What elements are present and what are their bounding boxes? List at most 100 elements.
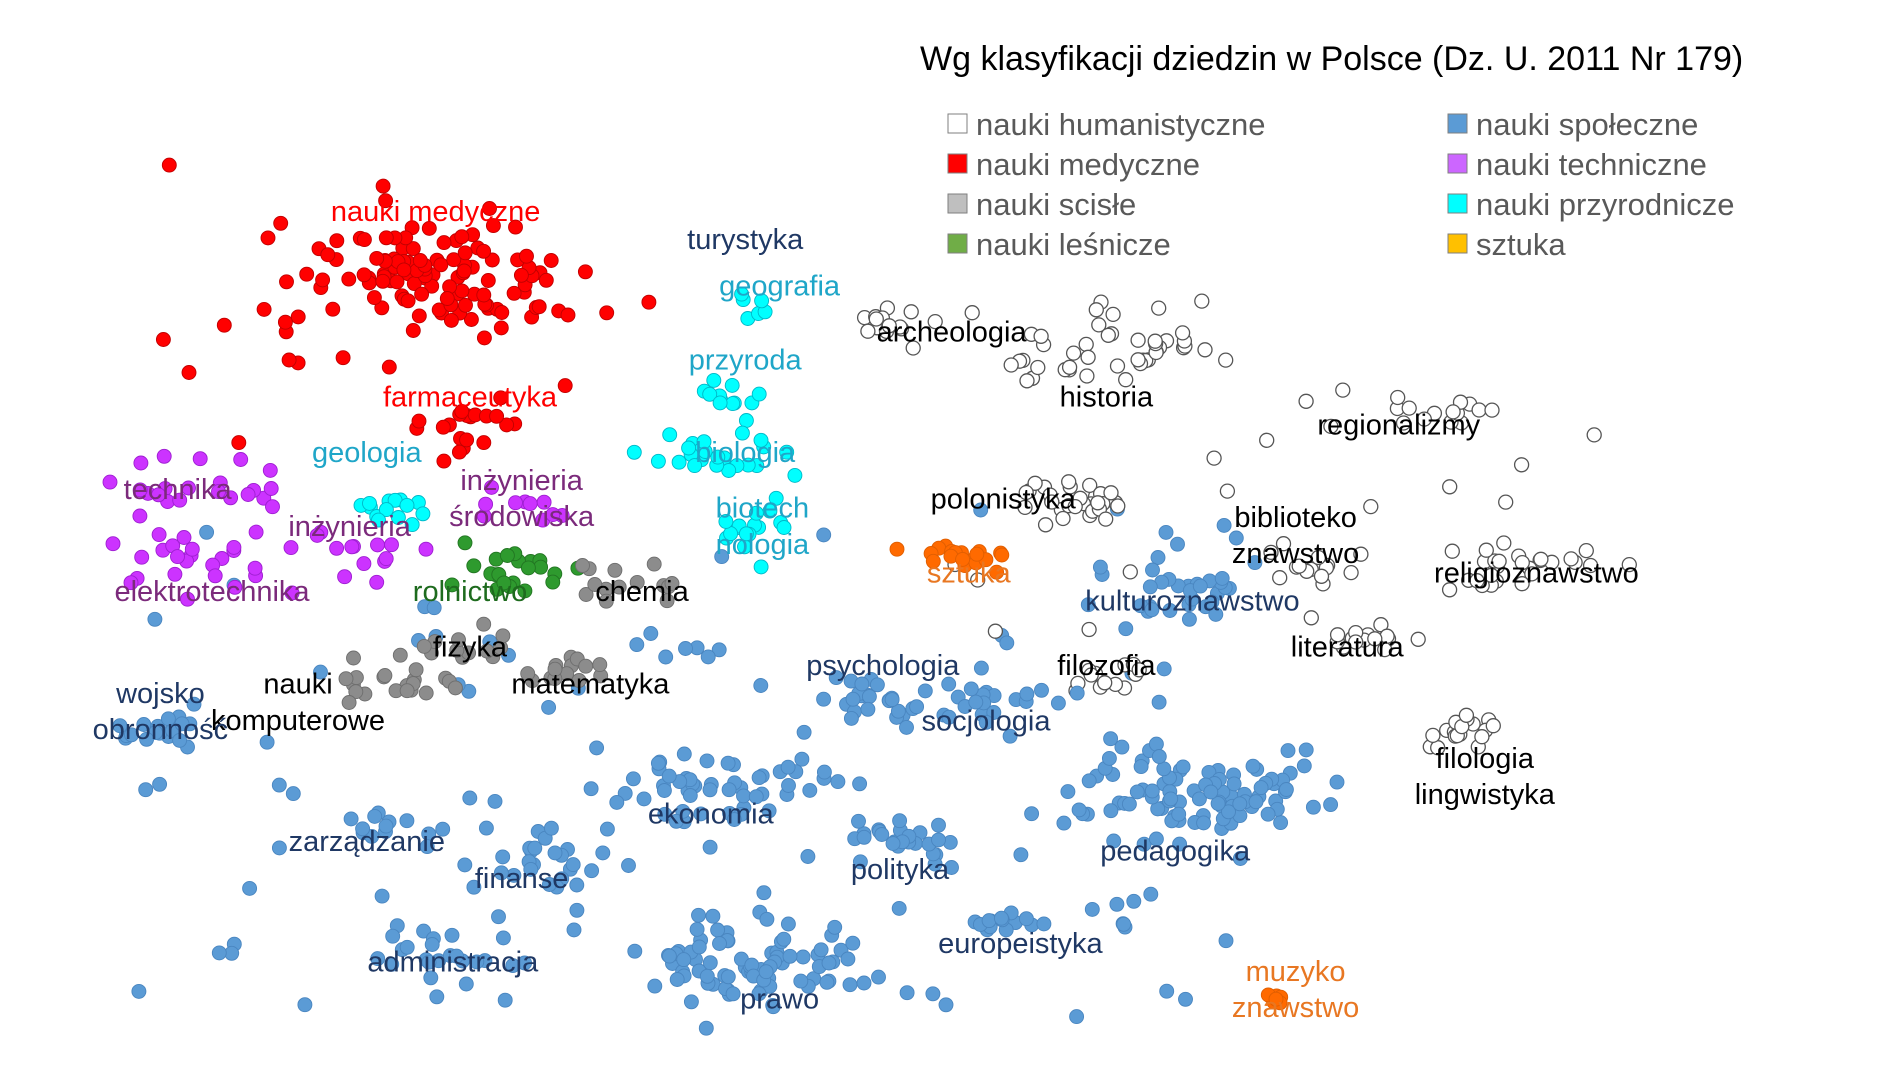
cluster-point-31-22: [800, 849, 816, 864]
cluster-point-20-5: [1082, 477, 1098, 494]
cluster-point-8-5: [629, 574, 645, 590]
cluster-point-34-62: [821, 955, 837, 971]
cluster-point-35-7: [399, 813, 415, 829]
cluster-label-line: turystyka: [687, 224, 804, 256]
scatter-point-spo-0-49: [925, 986, 941, 1002]
cluster-point-1-12: [451, 444, 467, 460]
cluster-point-3-18: [184, 541, 200, 557]
cluster-point-11-17: [341, 695, 357, 710]
cluster-point-7-21: [496, 575, 512, 591]
cluster-point-23-20: [1514, 576, 1530, 592]
cluster-point-0-95: [277, 314, 293, 330]
cluster-point-30-74: [1101, 750, 1117, 766]
cluster-label-line: polityka: [851, 854, 950, 886]
cluster-point-29-9: [986, 705, 1002, 720]
cluster-label-9: fizyka: [433, 632, 508, 664]
cluster-point-0-40: [273, 215, 289, 231]
cluster-label-28: psychologia: [806, 650, 960, 682]
cluster-point-19-27: [1019, 373, 1035, 389]
cluster-point-4-6: [329, 540, 345, 556]
cluster-point-34-60: [765, 999, 781, 1015]
legend-swatch: [1447, 193, 1468, 214]
cluster-point-0-108: [414, 286, 430, 302]
cluster-label-30: pedagogika: [1100, 835, 1251, 867]
scatter-point-spo-0-29: [313, 664, 328, 680]
cluster-point-0-46: [325, 301, 341, 317]
cluster-label-22: biblioteko znawstwo: [1232, 502, 1359, 570]
cluster-point-11-21: [346, 650, 361, 666]
cluster-point-2-21: [172, 492, 188, 508]
cluster-point-16-10: [748, 505, 764, 521]
cluster-point-34-49: [840, 951, 856, 967]
scatter-point-spo-0-102: [1151, 694, 1167, 710]
cluster-point-13-5: [754, 293, 770, 309]
cluster-point-9-10: [495, 628, 511, 644]
cluster-point-21-12: [1445, 404, 1461, 420]
scatter-point-spo-0-34: [285, 786, 301, 802]
scatter-point-spo-0-43: [891, 900, 907, 916]
cluster-point-11-19: [399, 683, 415, 699]
scatter-point-spo-0-64: [297, 997, 313, 1013]
cluster-label-34: prawo: [740, 984, 819, 1016]
scatter-point-med-1-0: [161, 157, 177, 173]
cluster-point-34-65: [712, 936, 727, 951]
scatter-point-spo-0-14: [691, 907, 706, 923]
cluster-point-20-14: [1110, 498, 1126, 514]
cluster-point-4-5: [283, 540, 299, 556]
cluster-point-35-8: [355, 821, 371, 837]
cluster-point-36-23: [541, 877, 557, 892]
cluster-point-28-21: [845, 691, 861, 707]
cluster-label-line: biblioteko: [1234, 502, 1357, 534]
scatter-point-spo-0-61: [152, 776, 168, 792]
cluster-point-36-8: [621, 858, 636, 873]
cluster-point-34-61: [776, 931, 792, 947]
scatter-point-spo-0-5: [491, 909, 506, 925]
cluster-point-2-0: [133, 455, 149, 471]
cluster-label-20: polonistyka: [931, 483, 1077, 515]
cluster-point-4-11: [344, 539, 360, 555]
scatter-point-hum-2-6: [1363, 498, 1379, 515]
cluster-label-33: europeistyka: [938, 928, 1103, 960]
scatter-point-med-1-8: [493, 390, 509, 406]
cluster-point-39-7: [1268, 991, 1284, 1007]
cluster-point-19-35: [1118, 372, 1134, 388]
cluster-label-line: literatura: [1291, 632, 1405, 664]
cluster-label-14: przyroda: [689, 344, 803, 376]
cluster-label-27: kulturoznawstwo: [1085, 585, 1299, 617]
scatter-point-spo-0-68: [457, 857, 473, 873]
cluster-point-19-26: [1030, 359, 1046, 376]
scatter-point-hum-2-2: [964, 305, 980, 321]
scatter-point-spo-0-95: [938, 997, 954, 1013]
cluster-point-28-19: [869, 677, 885, 693]
cluster-point-1-10: [436, 453, 452, 469]
cluster-point-5-8: [508, 495, 523, 511]
cluster-point-21-15: [1395, 415, 1412, 431]
cluster-point-0-9: [493, 320, 509, 336]
legend: nauki humanistyczne nauki medyczne nauki s…: [947, 107, 1734, 262]
cluster-point-21-2: [1335, 382, 1351, 398]
cluster-point-9-6: [479, 643, 495, 659]
cluster-point-10-1: [571, 673, 587, 688]
cluster-point-23-18: [1533, 551, 1549, 567]
cluster-point-6-13: [399, 497, 415, 513]
legend-label: nauki społeczne: [1476, 107, 1698, 142]
cluster-point-2-15: [102, 474, 118, 490]
scatter-point-spo-0-23: [711, 642, 727, 658]
cluster-point-1-15: [459, 432, 475, 448]
scatter-point-spo-0-58: [487, 793, 503, 809]
cluster-point-28-14: [861, 689, 877, 704]
cluster-point-38-7: [136, 717, 152, 732]
cluster-point-9-7: [416, 638, 432, 654]
cluster-label-29: socjologia: [922, 706, 1052, 738]
cluster-label-15: biologia: [695, 437, 796, 469]
cluster-point-0-10: [374, 300, 390, 316]
scatter-point-spo-0-18: [1150, 550, 1166, 565]
cluster-label-17: sztuka: [927, 558, 1012, 590]
cluster-point-32-43: [625, 771, 641, 787]
cluster-point-34-44: [845, 935, 861, 951]
cluster-point-32-21: [668, 813, 684, 829]
scatter-point-spo-0-11: [1143, 886, 1159, 902]
cluster-point-14-9: [725, 396, 741, 412]
cluster-point-30-54: [1121, 796, 1137, 812]
scatter-point-hum-2-3: [1109, 358, 1126, 374]
